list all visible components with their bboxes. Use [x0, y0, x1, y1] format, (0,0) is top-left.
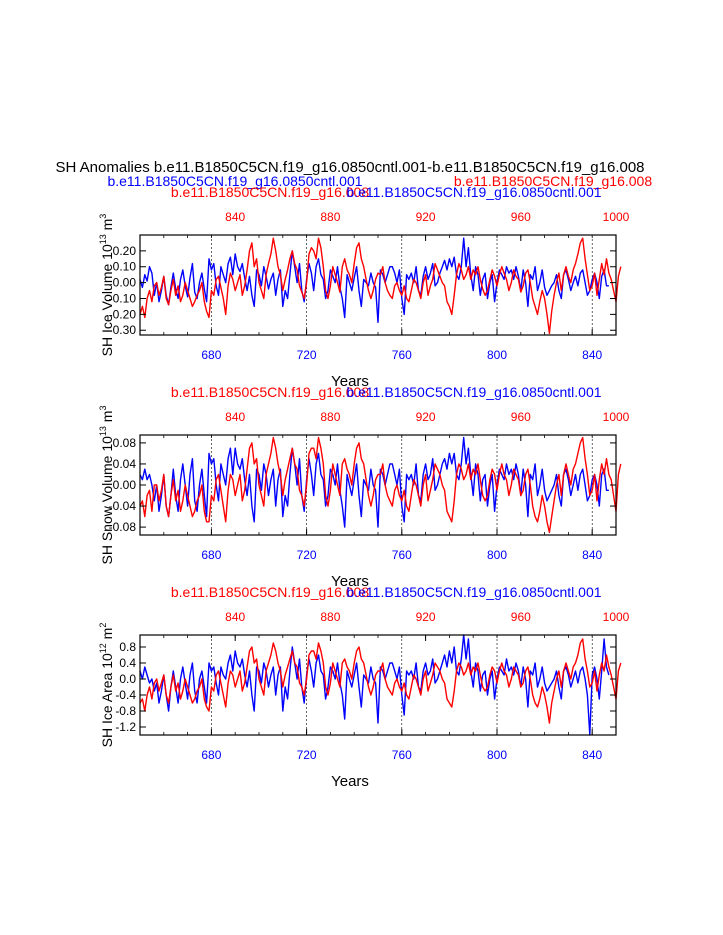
- panel-ice-volume: b.e11.B1850C5CN.f19_g16.008b.e11.B1850C5…: [98, 184, 630, 390]
- x-tick-label-top: 920: [416, 210, 436, 224]
- legend-blue-label: b.e11.B1850C5CN.f19_g16.0850cntl.001: [107, 173, 362, 189]
- x-tick-label-top: 1000: [603, 610, 630, 624]
- y-axis-title: SH Ice Area 1012 m2: [98, 623, 115, 748]
- y-tick-label: -0.4: [115, 688, 136, 702]
- x-tick-label-top: 840: [225, 410, 245, 424]
- panel-top-label-red: b.e11.B1850C5CN.f19_g16.008: [171, 184, 369, 200]
- y-tick-label: -0.20: [109, 307, 137, 321]
- x-tick-label-top: 960: [511, 210, 531, 224]
- x-tick-label-top: 840: [225, 610, 245, 624]
- x-tick-label-bottom: 800: [487, 348, 507, 362]
- x-tick-label-top: 1000: [603, 410, 630, 424]
- y-axis-title: SH Ice Volume 1013 m3: [98, 214, 115, 357]
- x-tick-label-top: 880: [320, 610, 340, 624]
- x-tick-label-bottom: 760: [392, 348, 412, 362]
- y-tick-label: 0.0: [119, 672, 136, 686]
- series-line-red: [139, 436, 622, 534]
- x-tick-label-top: 960: [511, 410, 531, 424]
- figure-title: SH Anomalies b.e11.B1850C5CN.f19_g16.085…: [55, 159, 644, 176]
- y-tick-label: -1.2: [115, 720, 136, 734]
- x-tick-label-bottom: 680: [201, 348, 221, 362]
- x-tick-label-bottom: 800: [487, 748, 507, 762]
- panel-top-label-blue: b.e11.B1850C5CN.f19_g16.0850cntl.001: [346, 184, 601, 200]
- x-tick-label-bottom: 840: [582, 548, 602, 562]
- x-tick-label-bottom: 760: [392, 548, 412, 562]
- x-tick-label-bottom: 840: [582, 748, 602, 762]
- x-tick-label-bottom: 800: [487, 548, 507, 562]
- panel-snow-volume: b.e11.B1850C5CN.f19_g16.008b.e11.B1850C5…: [98, 384, 630, 590]
- x-tick-label-top: 920: [416, 610, 436, 624]
- y-tick-label: 0.04: [113, 457, 137, 471]
- y-tick-label: -0.10: [109, 291, 137, 305]
- x-tick-label-bottom: 720: [297, 548, 317, 562]
- x-tick-label-bottom: 720: [297, 348, 317, 362]
- panel-top-label-red: b.e11.B1850C5CN.f19_g16.008: [171, 584, 369, 600]
- x-tick-label-top: 960: [511, 610, 531, 624]
- y-tick-label: 0.20: [113, 244, 137, 258]
- y-tick-label: -0.30: [109, 323, 137, 337]
- x-tick-label-top: 880: [320, 410, 340, 424]
- legend-red-label: b.e11.B1850C5CN.f19_g16.008: [454, 173, 652, 189]
- panel-top-label-blue: b.e11.B1850C5CN.f19_g16.0850cntl.001: [346, 584, 601, 600]
- x-tick-label-bottom: 680: [201, 548, 221, 562]
- y-tick-label: -0.04: [109, 499, 137, 513]
- x-tick-label-bottom: 760: [392, 748, 412, 762]
- y-tick-label: 0.4: [119, 656, 136, 670]
- series-line-red: [139, 237, 622, 335]
- x-tick-label-top: 880: [320, 210, 340, 224]
- x-tick-label-bottom: 720: [297, 748, 317, 762]
- panel-top-label-blue: b.e11.B1850C5CN.f19_g16.0850cntl.001: [346, 384, 601, 400]
- x-axis-title: Years: [331, 573, 369, 590]
- y-axis-title: SH Snow Volume 1013 m3: [98, 406, 115, 565]
- series-line-red: [139, 638, 622, 724]
- y-tick-label: 0.00: [113, 276, 137, 290]
- x-axis-title: Years: [331, 773, 369, 790]
- y-tick-label: 0.00: [113, 478, 137, 492]
- y-tick-label: 0.10: [113, 260, 137, 274]
- y-tick-label: -0.8: [115, 704, 136, 718]
- x-axis-title: Years: [331, 373, 369, 390]
- x-tick-label-top: 1000: [603, 210, 630, 224]
- x-tick-label-top: 840: [225, 210, 245, 224]
- x-tick-label-bottom: 680: [201, 748, 221, 762]
- y-tick-label: -0.08: [109, 520, 137, 534]
- panel-top-label-red: b.e11.B1850C5CN.f19_g16.008: [171, 384, 369, 400]
- series-line-blue: [139, 634, 610, 736]
- panel-ice-area: b.e11.B1850C5CN.f19_g16.008b.e11.B1850C5…: [98, 584, 630, 790]
- x-tick-label-top: 920: [416, 410, 436, 424]
- x-tick-label-bottom: 840: [582, 348, 602, 362]
- y-tick-label: 0.08: [113, 436, 137, 450]
- y-tick-label: 0.8: [119, 640, 136, 654]
